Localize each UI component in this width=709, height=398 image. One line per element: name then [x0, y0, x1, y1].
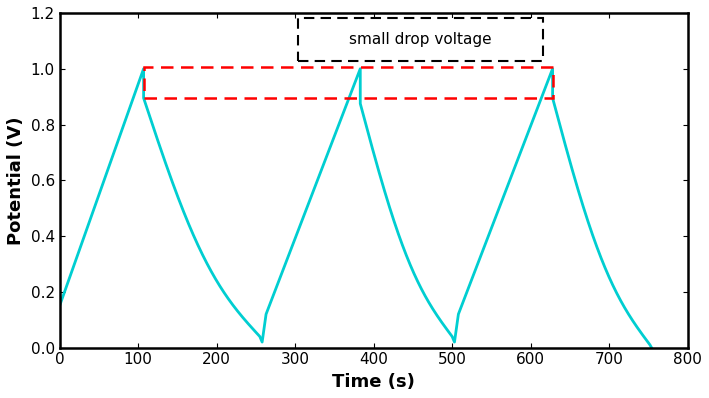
- Text: small drop voltage: small drop voltage: [350, 32, 492, 47]
- X-axis label: Time (s): Time (s): [333, 373, 415, 391]
- Bar: [144, 67, 552, 98]
- Y-axis label: Potential (V): Potential (V): [7, 116, 25, 244]
- Bar: [298, 18, 543, 61]
